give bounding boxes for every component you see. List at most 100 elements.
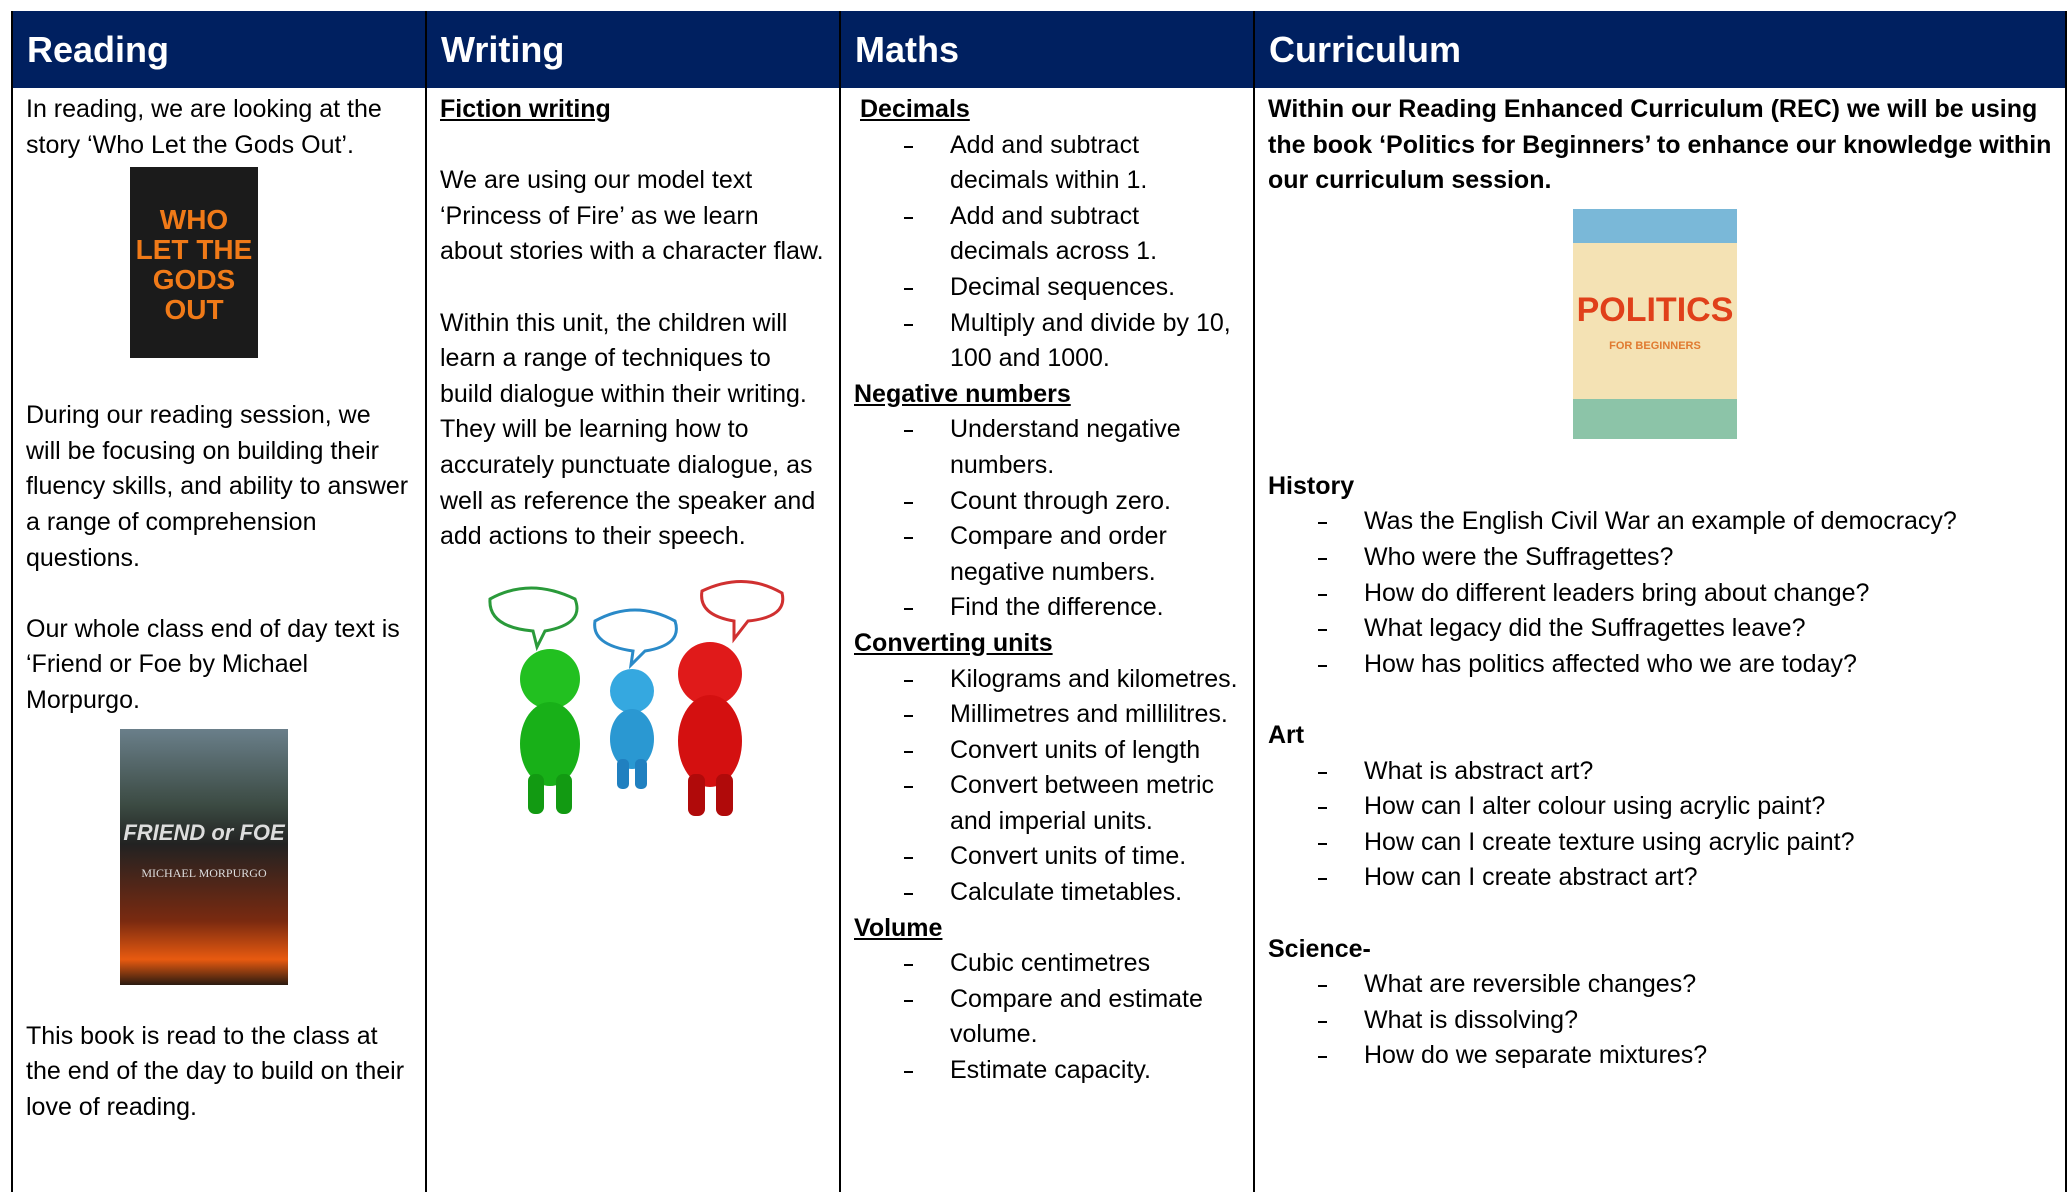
bullet-item: What are reversible changes?: [1268, 967, 2052, 1003]
section-heading: Science-: [1268, 934, 1371, 963]
column-header: Maths: [841, 11, 1255, 88]
bullet-text: Convert units of time.: [950, 842, 1187, 871]
bullet: [904, 430, 913, 433]
bullet-text: Convert between metric and imperial unit…: [950, 771, 1215, 835]
bullet: [1318, 842, 1327, 845]
bullet-text: Decimal sequences.: [950, 272, 1176, 301]
bullet-list: Was the English Civil War an example of …: [1268, 504, 2052, 682]
bullet: [904, 216, 913, 219]
bullet-text: Estimate capacity.: [950, 1056, 1152, 1085]
bullet-text: Calculate timetables.: [950, 878, 1183, 907]
bullet-item: Millimetres and millilitres.: [854, 697, 1240, 733]
writing-cell: Fiction writing We are using our model t…: [427, 88, 841, 1192]
bullet-item: How do we separate mixtures?: [1268, 1038, 2052, 1074]
bullet-list: What are reversible changes? What is diss…: [1268, 967, 2052, 1074]
cover-title: FRIEND or FOE: [123, 819, 285, 845]
bullet-item: Cubic centimetres: [854, 946, 1240, 982]
bullet-text: What is dissolving?: [1364, 1005, 1578, 1034]
bullet: [1318, 985, 1327, 988]
bullet-text: Compare and estimate volume.: [950, 984, 1203, 1049]
bullet-item: How can I create abstract art?: [1268, 860, 2052, 896]
bullet: [1318, 878, 1327, 881]
bullet-item: Decimal sequences.: [854, 270, 1240, 306]
bullet: [904, 893, 913, 896]
table: Reading Writing Maths Curriculum In read…: [11, 11, 2067, 1192]
bullet-text: How has politics affected who we are tod…: [1364, 649, 1857, 678]
bullet-item: Compare and estimate volume.: [854, 982, 1240, 1053]
bullet-item: Count through zero.: [854, 484, 1240, 520]
bullet-text: Count through zero.: [950, 486, 1171, 515]
bullet-list: Kilograms and kilometres. Millimetres and…: [854, 662, 1240, 911]
book-cover: FRIEND or FOE MICHAEL MORPURGO: [120, 728, 288, 985]
maths-cell: Decimals Add and subtract decimals within…: [841, 88, 1255, 1192]
section-heading: Converting units: [854, 628, 1053, 657]
bullet-text: How do we separate mixtures?: [1364, 1041, 1708, 1070]
bullet-item: Add and subtract decimals within 1.: [854, 128, 1240, 199]
bullet: [904, 964, 913, 967]
cover-subtitle: FOR BEGINNERS: [1609, 339, 1701, 352]
bullet: [904, 501, 913, 504]
bullet: [904, 715, 913, 718]
bullet-item: How can I alter colour using acrylic pai…: [1268, 789, 2052, 825]
bullet-item: Kilograms and kilometres.: [854, 662, 1240, 698]
section-heading: Decimals: [860, 95, 970, 123]
bullet-text: How can I alter colour using acrylic pai…: [1364, 792, 1826, 821]
bullet-text: Understand negative numbers.: [950, 415, 1181, 479]
paragraph: Within this unit, the children will lear…: [440, 308, 816, 551]
bullet-item: Was the English Civil War an example of …: [1268, 504, 2052, 540]
heading: Fiction writing: [440, 95, 611, 123]
bullet: [904, 999, 913, 1002]
column-header: Curriculum: [1255, 11, 2065, 88]
bullet-item: How has politics affected who we are tod…: [1268, 647, 2052, 683]
bullet-item: How do different leaders bring about cha…: [1268, 576, 2052, 612]
bullet: [904, 679, 913, 682]
bullet: [1318, 807, 1327, 810]
bullet: [1318, 771, 1327, 774]
paragraph: Our whole class end of day text is ‘Frie…: [26, 614, 400, 714]
bullet-text: Add and subtract decimals across 1.: [950, 201, 1158, 266]
bullet: [904, 537, 913, 540]
bullet-list: What is abstract art? How can I alter col…: [1268, 754, 2052, 896]
bullet-text: Who were the Suffragettes?: [1364, 542, 1674, 571]
bullet: [904, 857, 913, 860]
bullet: [904, 608, 913, 611]
cover-author: MICHAEL MORPURGO: [141, 866, 267, 881]
column-header: Writing: [427, 11, 841, 88]
column-header: Reading: [13, 11, 427, 88]
bullet-text: Kilograms and kilometres.: [950, 664, 1238, 693]
bullet-text: How can I create abstract art?: [1364, 863, 1698, 892]
bullet-text: Cubic centimetres: [950, 949, 1151, 978]
bullet-item: Convert between metric and imperial unit…: [854, 768, 1240, 839]
bullet: [1318, 629, 1327, 632]
bullet: [904, 287, 913, 290]
cover-title: WHO LET THE GODS OUT: [135, 204, 253, 326]
bullet-item: Convert units of length: [854, 733, 1240, 769]
paragraph: During our reading session, we will be f…: [26, 401, 409, 572]
bullet-list: Understand negative numbers. Count throug…: [854, 412, 1240, 626]
paragraph: We are using our model text ‘Princess of…: [440, 166, 824, 266]
bullet-text: Millimetres and millilitres.: [950, 700, 1228, 729]
bullet-item: Compare and order negative numbers.: [854, 519, 1240, 590]
bullet: [1318, 1020, 1327, 1023]
section-heading: Art: [1268, 720, 1305, 749]
bullet-text: How can I create texture using acrylic p…: [1364, 827, 1855, 856]
bullet-item: Who were the Suffragettes?: [1268, 540, 2052, 576]
bullet-text: What legacy did the Suffragettes leave?: [1364, 614, 1806, 643]
book-cover: POLITICS FOR BEGINNERS: [1573, 208, 1737, 439]
bullet-item: Add and subtract decimals across 1.: [854, 199, 1240, 270]
bullet-item: Understand negative numbers.: [854, 412, 1240, 483]
section-heading: Volume: [854, 913, 943, 942]
bullet-text: Compare and order negative numbers.: [950, 522, 1167, 586]
bullet: [904, 323, 913, 326]
reading-cell: In reading, we are looking at the story …: [13, 88, 427, 1192]
bullet: [1318, 1056, 1327, 1059]
bullet-text: Convert units of length: [950, 735, 1201, 764]
bullet-item: What is abstract art?: [1268, 754, 2052, 790]
bullet: [904, 1071, 913, 1074]
bullet-list: Add and subtract decimals within 1. Add a…: [854, 128, 1240, 377]
cover-title: POLITICS: [1576, 290, 1734, 329]
bullet-text: What are reversible changes?: [1364, 970, 1697, 999]
intro: Within our Reading Enhanced Curriculum (…: [1268, 95, 2052, 195]
bullet-item: Find the difference.: [854, 590, 1240, 626]
